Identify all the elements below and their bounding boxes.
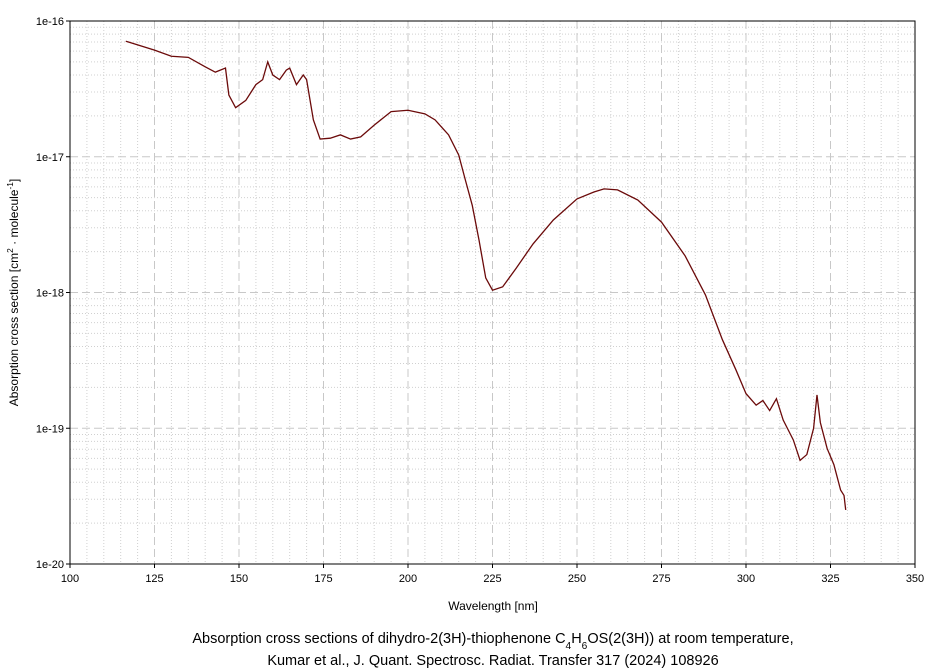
x-axis-label: Wavelength [nm] <box>448 599 538 613</box>
x-tick-label: 175 <box>314 573 332 585</box>
x-tick-label: 350 <box>906 573 924 585</box>
y-axis-label-part: 2 <box>5 248 15 253</box>
y-axis-label-part: Absorption cross section [cm <box>7 253 21 406</box>
x-tick-label: 125 <box>145 573 163 585</box>
x-tick-label: 200 <box>399 573 417 585</box>
x-tick-label: 325 <box>821 573 839 585</box>
x-tick-label: 275 <box>652 573 670 585</box>
y-axis-label: Absorption cross section [cm2 · molecule… <box>5 179 21 407</box>
y-axis-label-part: · molecule <box>7 189 21 248</box>
y-tick-label: 1e-19 <box>36 423 64 435</box>
caption-part: Kumar et al., J. Quant. Spectrosc. Radia… <box>267 653 718 669</box>
x-tick-label: 300 <box>737 573 755 585</box>
y-axis-label-part: ] <box>7 179 21 182</box>
y-axis-label-part: -1 <box>5 182 15 190</box>
y-tick-label: 1e-16 <box>36 16 64 28</box>
x-tick-label: 150 <box>230 573 248 585</box>
caption-part: 4 <box>566 641 572 652</box>
caption: Kumar et al., J. Quant. Spectrosc. Radia… <box>267 653 718 669</box>
caption: Absorption cross sections of dihydro-2(3… <box>192 631 793 652</box>
y-tick-label: 1e-18 <box>36 288 64 300</box>
x-tick-label: 225 <box>483 573 501 585</box>
caption-part: OS(2(3H)) at room temperature, <box>587 631 793 647</box>
x-tick-label: 100 <box>61 573 79 585</box>
caption-part: Absorption cross sections of dihydro-2(3… <box>192 631 565 647</box>
caption-part: 6 <box>582 641 588 652</box>
plot-frame <box>69 20 916 565</box>
data-line <box>125 40 847 511</box>
y-tick-label: 1e-17 <box>36 152 64 164</box>
caption-part: H <box>571 631 581 647</box>
x-tick-label: 250 <box>568 573 586 585</box>
y-tick-label: 1e-20 <box>36 559 64 571</box>
